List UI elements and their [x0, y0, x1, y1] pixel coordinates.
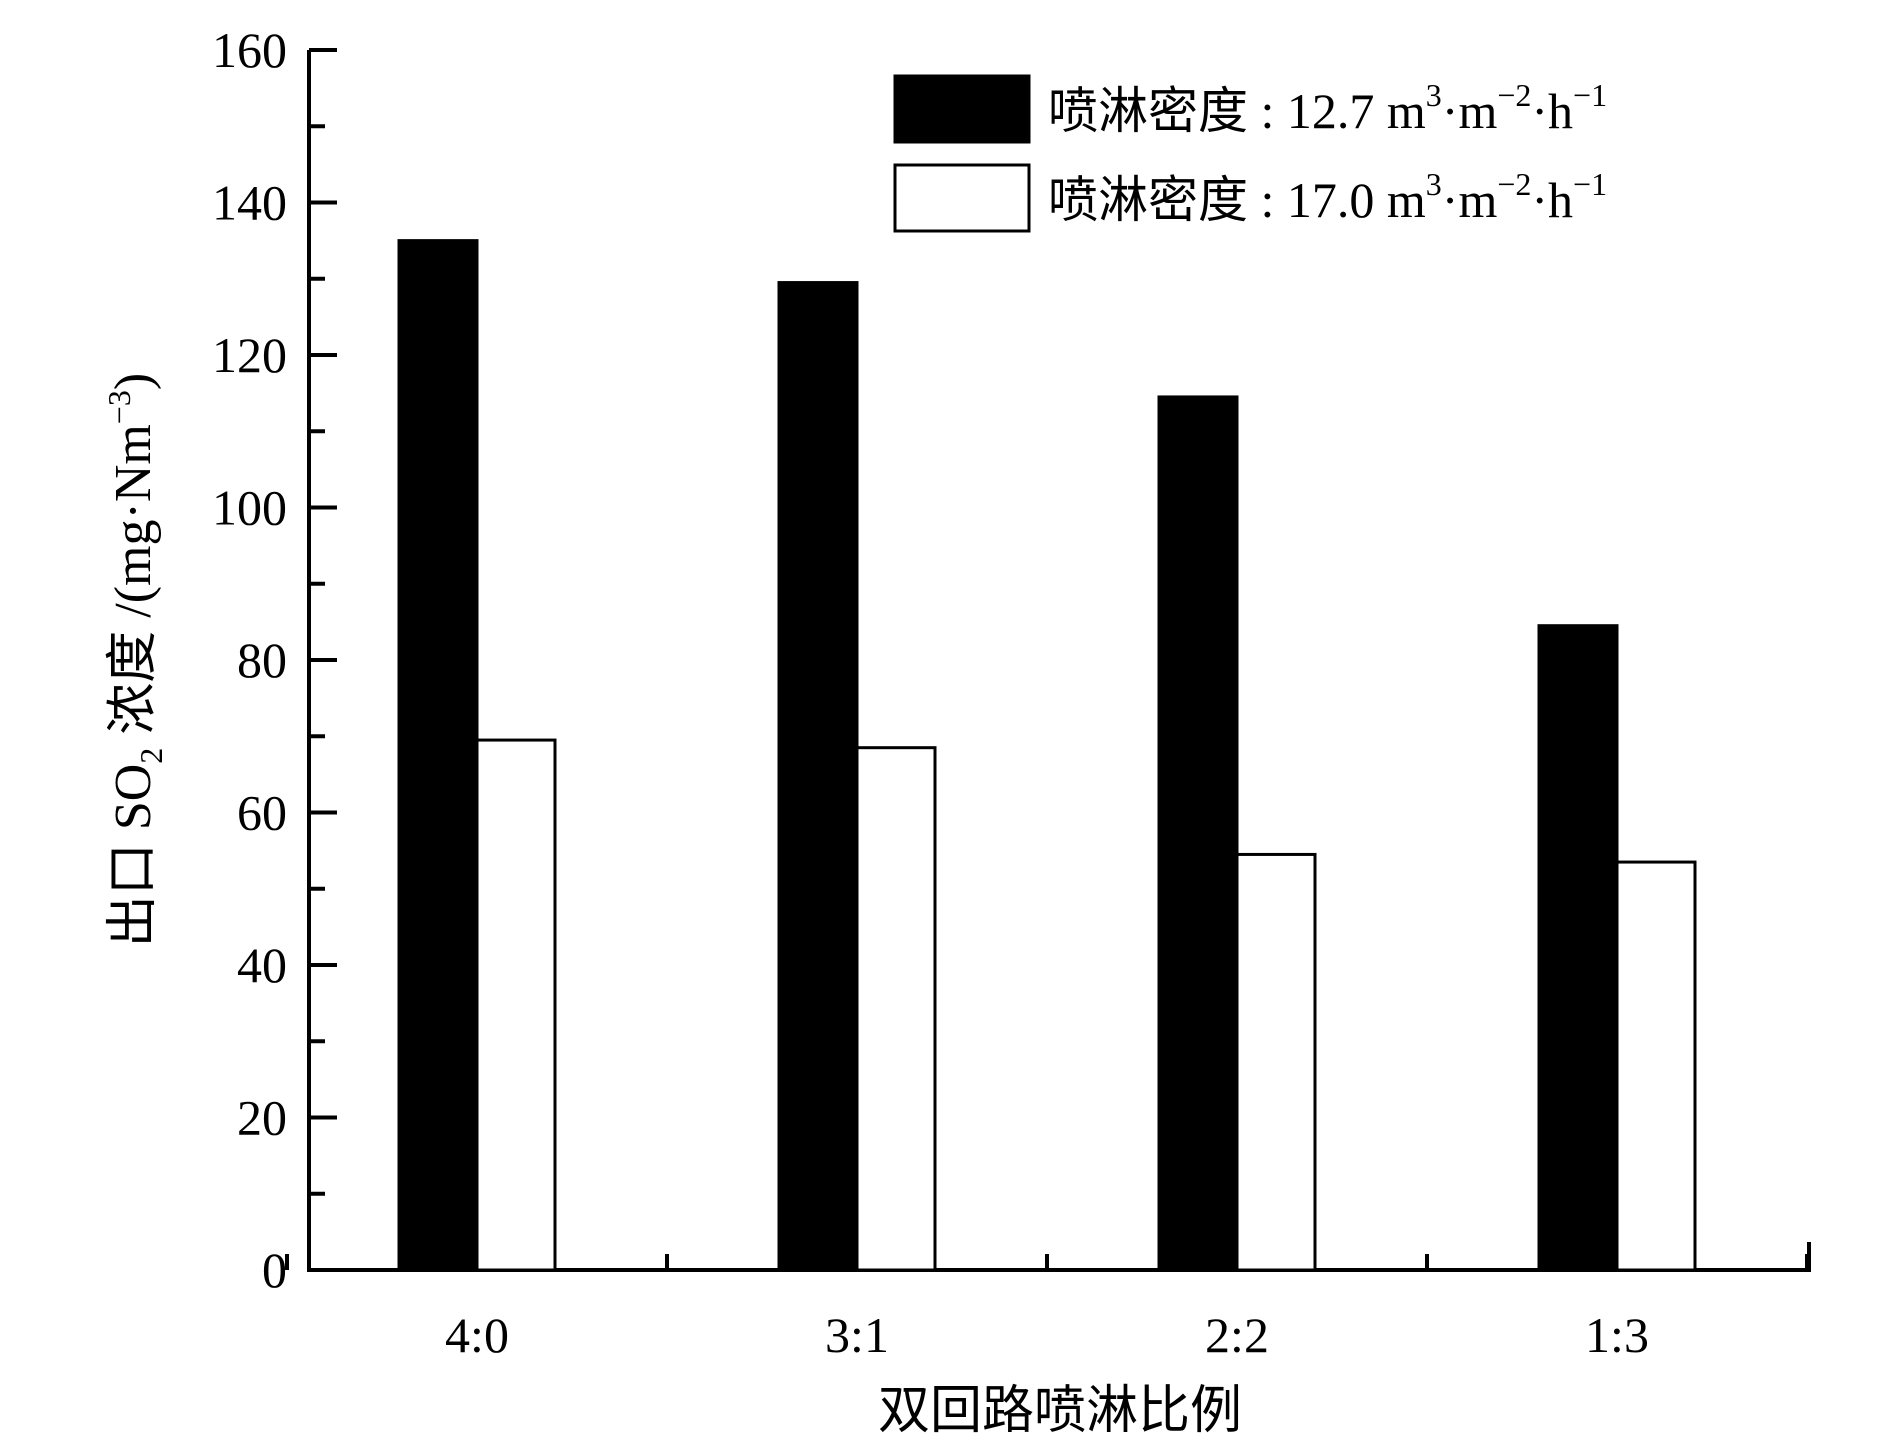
legend-label-series-2-text3: ·h [1531, 172, 1573, 228]
y-axis-title-mid: 浓度 /(mg·Nm [105, 424, 162, 748]
x-tick-label: 2:2 [1205, 1307, 1269, 1363]
x-axis-title: 双回路喷淋比例 [878, 1383, 1242, 1440]
y-axis-title: 出口 SO2 浓度 /(mg·Nm−3) [101, 373, 169, 947]
legend-label-series-1-sup3: −1 [1573, 77, 1607, 113]
y-tick-label: 160 [212, 22, 287, 78]
legend-label-series-2: 喷淋密度 : 17.0 m3·m−2·h−1 [1048, 166, 1607, 228]
y-tick-label: 60 [237, 785, 287, 841]
y-axis-title-suffix: ) [105, 373, 162, 390]
legend-label-series-1-text2: ·m [1442, 83, 1498, 139]
bar-series-1-3-1 [777, 281, 859, 1272]
legend-label-series-1-sup1: 3 [1426, 77, 1442, 113]
y-ticks: 0 20 40 60 80 100 120 140 160 [212, 22, 337, 1298]
y-tick-label: 40 [237, 937, 287, 993]
x-tick-label: 4:0 [445, 1307, 509, 1363]
legend-label-series-1-text3: ·h [1531, 83, 1573, 139]
y-tick-label: 120 [212, 327, 287, 383]
legend-label-series-2-text2: ·m [1442, 172, 1498, 228]
legend-label-series-2-sup2: −2 [1497, 166, 1531, 202]
legend-label-series-1-text1: 喷淋密度 : 12.7 m [1048, 83, 1426, 139]
y-axis-title-prefix: 出口 SO [105, 764, 162, 947]
x-tick-label: 1:3 [1585, 1307, 1649, 1363]
x-tick-label: 3:1 [825, 1307, 889, 1363]
bar-series-1-1-3 [1537, 624, 1619, 1272]
y-axis-title-subscript: 2 [133, 748, 169, 764]
y-axis-title-superscript: −3 [101, 390, 137, 424]
legend-label-series-1-sup2: −2 [1497, 77, 1531, 113]
bars [397, 239, 1697, 1272]
legend-swatch-series-2 [893, 163, 1031, 233]
bar-series-1-2-2 [1157, 395, 1239, 1272]
y-tick-label: 80 [237, 632, 287, 688]
y-tick-label: 0 [262, 1242, 287, 1298]
x-ticks: 4:0 3:1 2:2 1:3 [285, 1242, 1811, 1363]
legend-swatch-series-1 [893, 74, 1031, 144]
legend-label-series-2-sup3: −1 [1573, 166, 1607, 202]
y-tick-label: 140 [212, 175, 287, 231]
legend: 喷淋密度 : 12.7 m3·m−2·h−1 喷淋密度 : 17.0 m3·m−… [893, 74, 1607, 233]
y-tick-label: 20 [237, 1090, 287, 1146]
legend-label-series-2-text1: 喷淋密度 : 17.0 m [1048, 172, 1426, 228]
y-tick-label: 100 [212, 480, 287, 536]
legend-label-series-1: 喷淋密度 : 12.7 m3·m−2·h−1 [1048, 77, 1607, 139]
bar-series-2-4-0 [475, 738, 557, 1272]
bar-series-2-2-2 [1235, 852, 1317, 1272]
bar-series-2-1-3 [1615, 860, 1697, 1272]
legend-label-series-2-sup1: 3 [1426, 166, 1442, 202]
bar-series-2-3-1 [855, 746, 937, 1272]
bar-series-1-4-0 [397, 239, 479, 1272]
